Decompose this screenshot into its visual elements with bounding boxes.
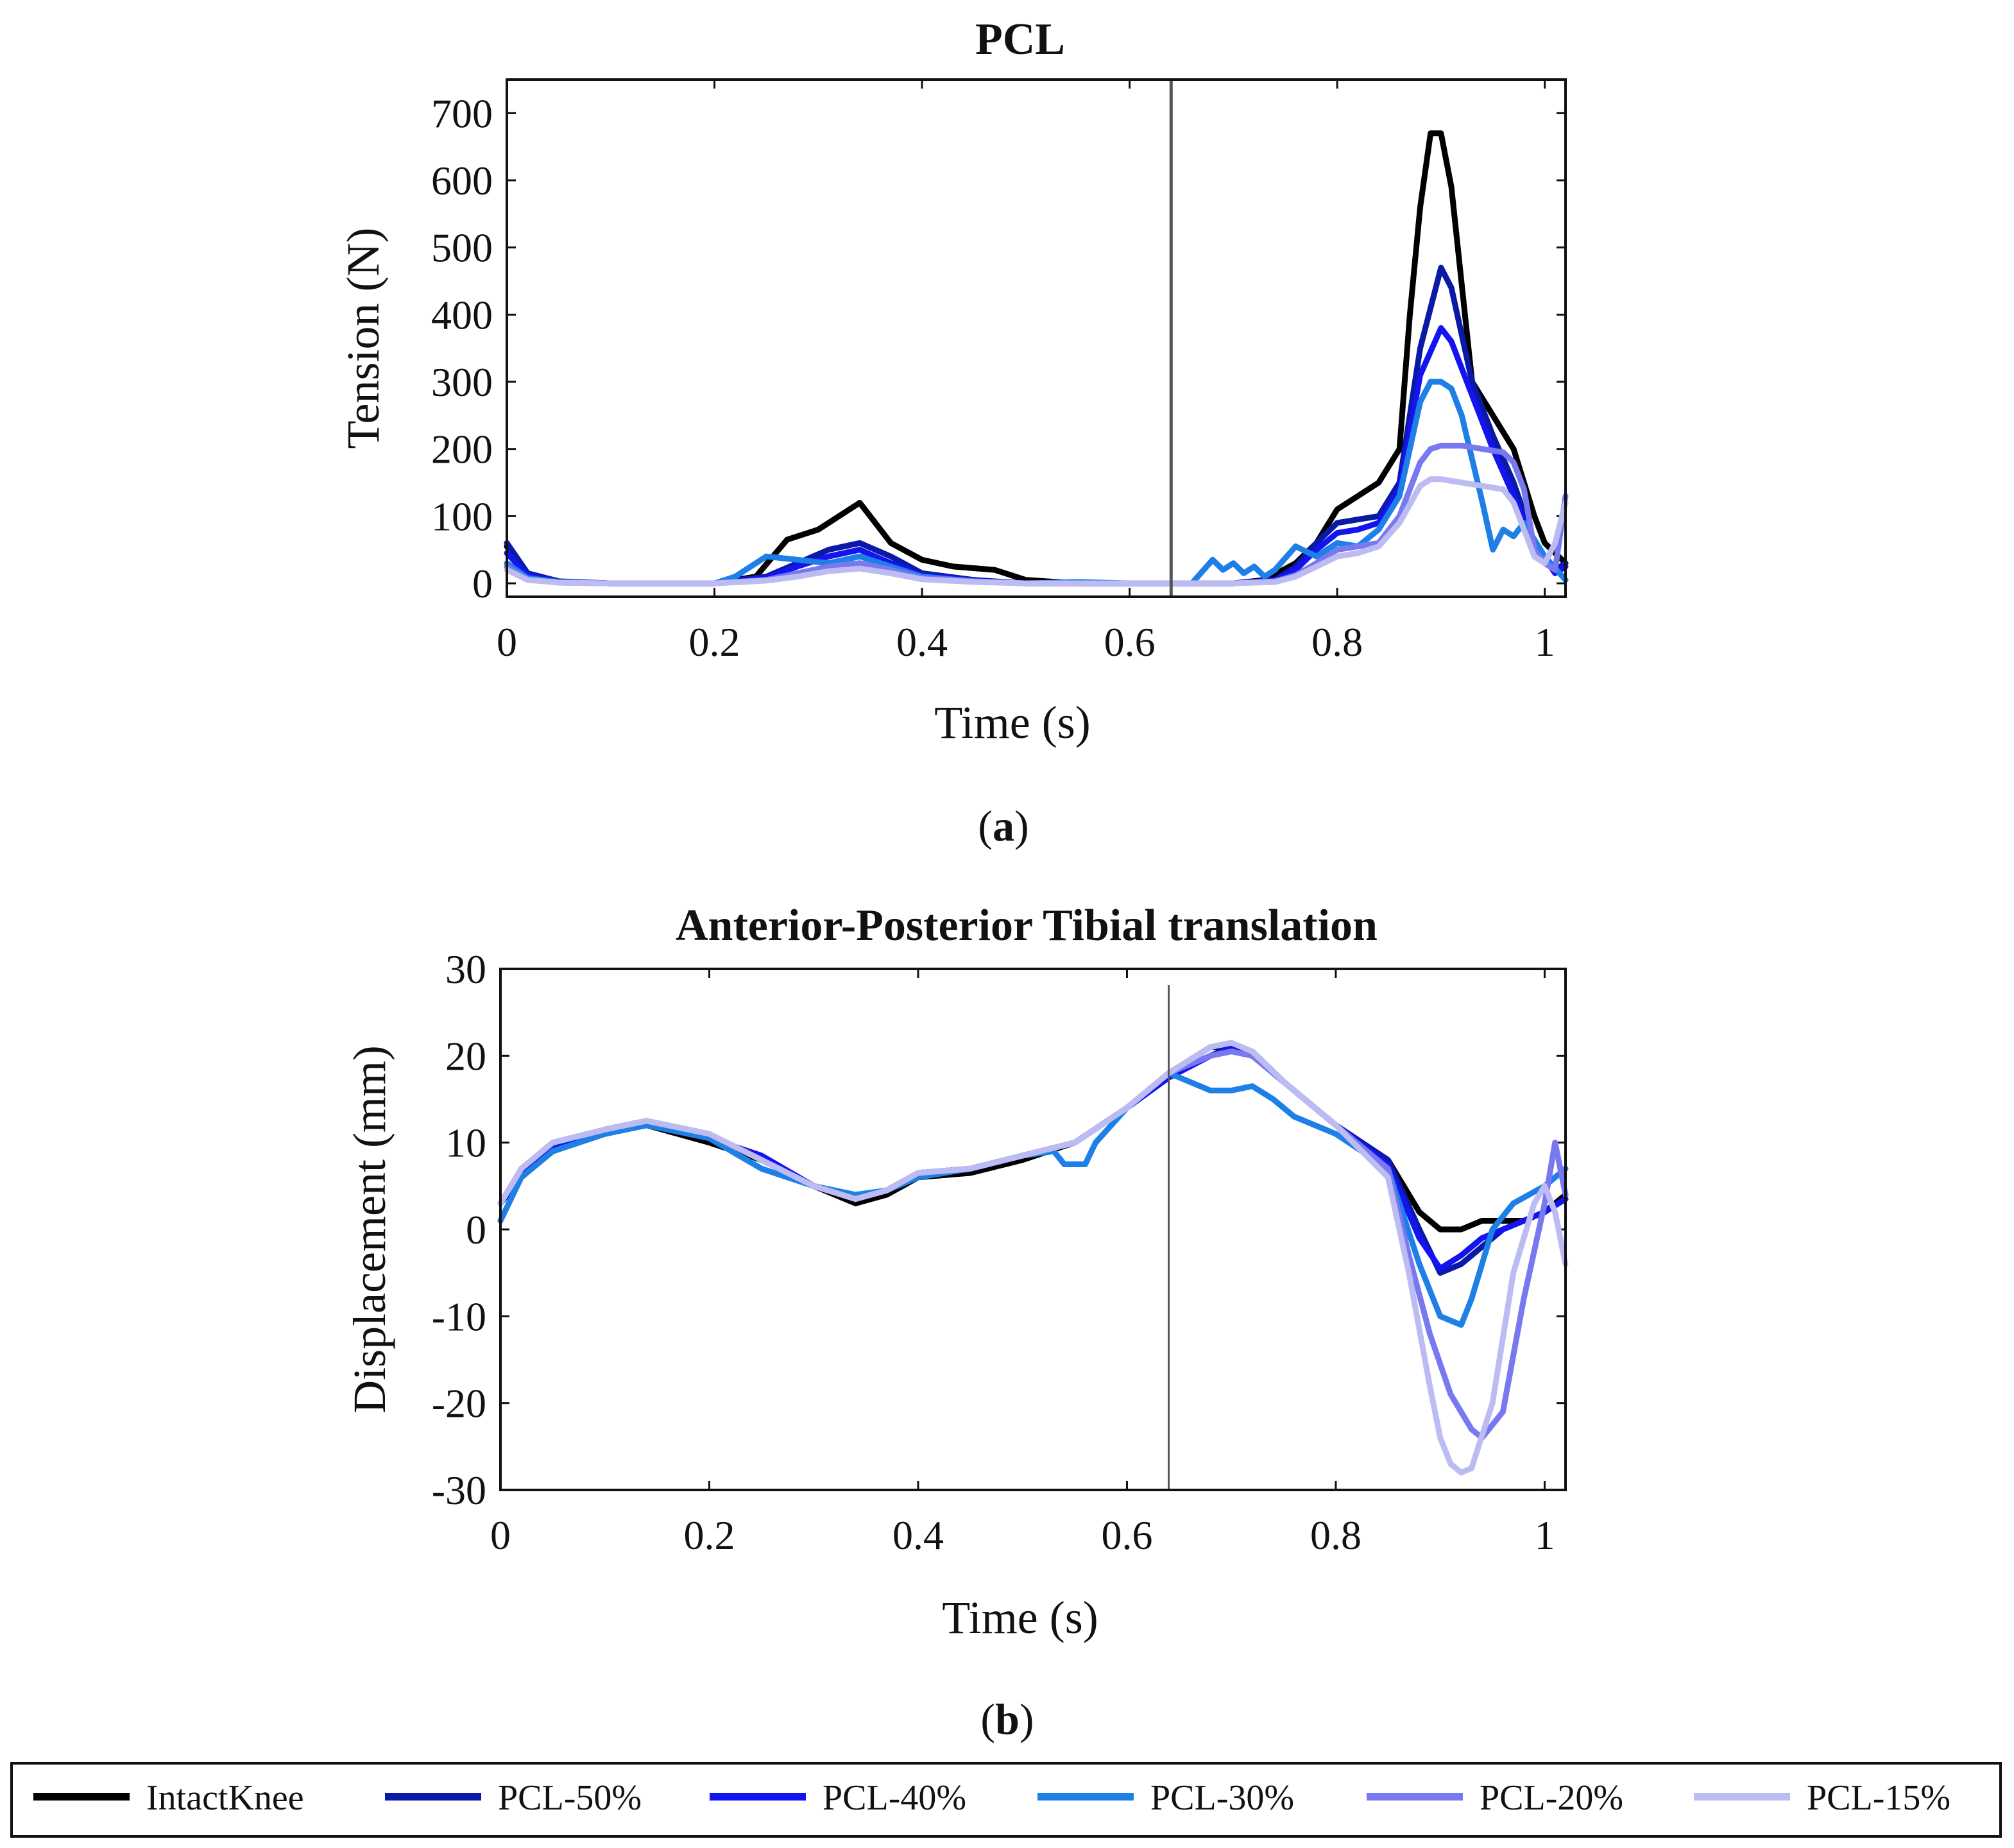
chart-a-x-tick-label: 0.2 <box>689 619 740 665</box>
chart-b-y-tick-label: 10 <box>445 1120 486 1166</box>
legend-label: PCL-30% <box>1150 1778 1294 1818</box>
legend-label: IntactKnee <box>146 1778 304 1818</box>
legend-box <box>10 1762 2002 1838</box>
chart-b-y-axis-label: Displacement (mm) <box>344 1045 395 1414</box>
legend-label: PCL-15% <box>1807 1778 1950 1818</box>
chart-b-y-tick-label: -10 <box>432 1294 486 1339</box>
chart-a-x-axis-label: Time (s) <box>934 697 1090 748</box>
chart-b-x-tick-label: 0.8 <box>1310 1512 1361 1558</box>
chart-b-title: Anterior-Posterior Tibial translation <box>676 901 1378 950</box>
chart-b-x-tick-label: 0.2 <box>683 1512 735 1558</box>
chart-a-x-tick-label: 1 <box>1535 619 1555 665</box>
chart-a-y-tick-label: 400 <box>431 292 493 338</box>
chart-a-y-tick-label: 600 <box>431 158 493 203</box>
chart-b-y-tick-label: 20 <box>445 1033 486 1079</box>
chart-b-x-tick-label: 0.6 <box>1101 1512 1152 1558</box>
chart-b-series-group <box>497 985 1569 1490</box>
chart-b-axes: 0 0.2 0.4 0.6 0.8 1 -30 -20 -10 0 10 20 30 <box>432 946 1566 1558</box>
chart-a-x-tick-label: 0.6 <box>1104 619 1156 665</box>
chart-a-title: PCL <box>975 15 1065 64</box>
chart-a-series-group <box>504 80 1569 597</box>
chart-b-x-tick-label: 1 <box>1534 1512 1555 1558</box>
chart-b-y-tick-label: -30 <box>432 1467 486 1513</box>
chart-a-x-tick-label: 0.8 <box>1311 619 1363 665</box>
chart-a-x-tick-label: 0 <box>497 619 517 665</box>
chart-b-series-pcl-20 <box>497 1048 1569 1441</box>
panel-b-caption: (b) <box>980 1695 1034 1743</box>
chart-b-x-tick-label: 0.4 <box>892 1512 944 1558</box>
chart-b-series-pcl-15 <box>497 1040 1569 1476</box>
chart-a-y-tick-label: 100 <box>431 493 493 539</box>
chart-a-series-pcl-50 <box>504 264 1569 586</box>
legend-items: IntactKnee PCL-50% PCL-40% PCL-30% PCL-20% PC… <box>33 1778 1950 1818</box>
chart-a-y-tick-label: 200 <box>431 427 493 472</box>
chart-b-y-tick-label: -20 <box>432 1381 486 1426</box>
chart-a-series-pcl-15 <box>504 476 1569 586</box>
chart-a-y-tick-label: 0 <box>472 561 493 606</box>
chart-b-y-tick-label: 0 <box>466 1207 486 1253</box>
chart-a-series-pcl-30 <box>504 379 1569 586</box>
legend-label: PCL-20% <box>1480 1778 1623 1818</box>
panel-b-letter: b <box>995 1695 1020 1743</box>
chart-b-y-tick-label: 30 <box>445 946 486 992</box>
chart-b-x-tick-label: 0 <box>490 1512 511 1558</box>
chart-a-axes: 0 0.2 0.4 0.6 0.8 1 0 100 200 300 400 500 600 700 <box>431 80 1566 665</box>
legend-label: PCL-50% <box>498 1778 642 1818</box>
chart-a-x-tick-label: 0.4 <box>896 619 948 665</box>
chart-a-y-tick-label: 500 <box>431 225 493 271</box>
legend: IntactKnee PCL-50% PCL-40% PCL-30% PCL-20% PC… <box>10 1762 2002 1838</box>
panel-a-letter: a <box>993 801 1014 850</box>
chart-pcl-tension: PCL 0 0.2 0.4 0.6 0.8 1 0 100 200 300 400 500 600 700… <box>337 15 1569 850</box>
chart-b-x-axis-label: Time (s) <box>942 1592 1098 1643</box>
chart-a-y-tick-label: 300 <box>431 359 493 405</box>
chart-a-y-tick-label: 700 <box>431 90 493 136</box>
chart-a-plot-frame <box>506 78 1567 598</box>
chart-b-plot-frame <box>499 968 1567 1491</box>
chart-a-y-axis-label: Tension (N) <box>337 228 389 449</box>
legend-label: PCL-40% <box>823 1778 966 1818</box>
panel-a-caption: (a) <box>978 801 1028 850</box>
